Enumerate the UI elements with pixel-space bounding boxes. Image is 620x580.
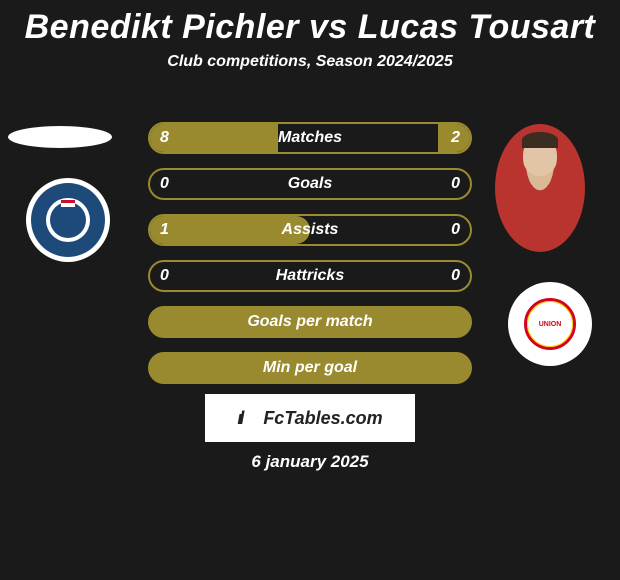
stat-label: Matches (278, 129, 342, 147)
stat-row: 0 0 Hattricks (148, 260, 472, 292)
date-label: 6 january 2025 (0, 452, 620, 472)
stat-right-value: 0 (451, 221, 460, 239)
stat-row: 1 0 Assists (148, 214, 472, 246)
stat-left-value: 0 (160, 175, 169, 193)
stat-label: Goals per match (247, 313, 372, 331)
stat-right-value: 0 (451, 267, 460, 285)
stat-right-value: 2 (451, 129, 460, 147)
club-right-badge: UNION (508, 282, 592, 366)
player-right-avatar (495, 124, 585, 252)
club-left-badge (26, 178, 110, 262)
subtitle: Club competitions, Season 2024/2025 (0, 53, 620, 99)
stat-row: 8 2 Matches (148, 122, 472, 154)
stat-label: Goals (288, 175, 332, 193)
branding-text: FcTables.com (263, 408, 382, 429)
stat-label: Hattricks (276, 267, 344, 285)
stat-label: Min per goal (263, 359, 357, 377)
stat-label: Assists (282, 221, 339, 239)
stat-left-value: 0 (160, 267, 169, 285)
stat-row: 0 0 Goals (148, 168, 472, 200)
stat-left-value: 1 (160, 221, 169, 239)
bar-left (150, 124, 278, 152)
club-right-text: UNION (524, 298, 576, 350)
stat-left-value: 8 (160, 129, 169, 147)
stats-area: 8 2 Matches 0 0 Goals 1 0 Assists 0 0 Hattricks Goal… (138, 122, 482, 398)
stat-row: Min per goal (148, 352, 472, 384)
player-left-avatar (8, 126, 112, 148)
page-title: Benedikt Pichler vs Lucas Tousart (0, 0, 620, 53)
stat-right-value: 0 (451, 175, 460, 193)
chart-icon: ıl (237, 408, 261, 429)
stat-row: Goals per match (148, 306, 472, 338)
comparison-card: Benedikt Pichler vs Lucas Tousart Club c… (0, 0, 620, 580)
branding-badge: ıl FcTables.com (205, 394, 415, 442)
